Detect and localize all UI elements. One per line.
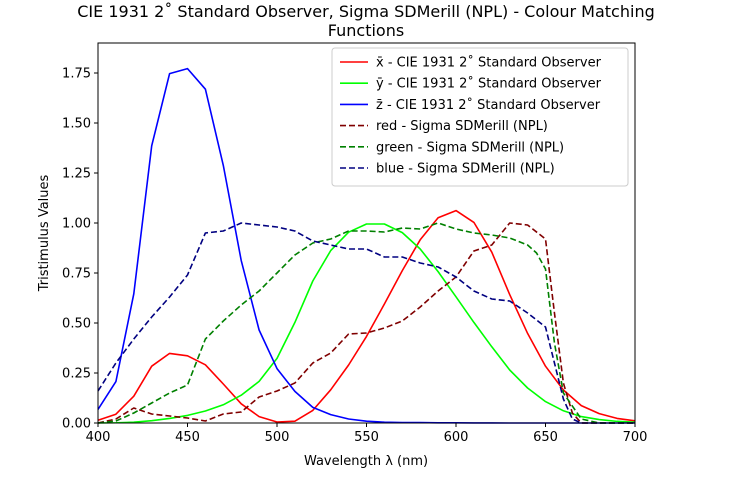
y-tick-label: 1.00 [62,217,91,232]
series-line-3 [97,222,635,424]
x-axis-ticks: 400 450 500 550 600 650 700 [86,423,648,445]
legend-entry-label: ȳ - CIE 1931 2˚ Standard Observer [376,76,602,92]
y-tick-label: 0.25 [62,367,91,382]
x-tick-label: 550 [354,430,379,445]
x-tick-label: 600 [444,430,469,445]
y-tick-label: 1.50 [62,117,91,132]
y-tick-label: 0.00 [62,417,91,432]
y-axis-ticks: 0.00 0.25 0.50 0.75 1.00 1.25 1.50 1.75 [62,67,98,432]
legend: x̄ - CIE 1931 2˚ Standard Observer ȳ - C… [331,47,629,187]
x-tick-label: 650 [533,430,558,445]
legend-box [331,47,629,187]
y-tick-label: 1.75 [62,67,91,82]
chart-title-line-2: Functions [328,21,404,40]
series-layer [97,67,636,424]
series-line-1 [97,223,636,424]
x-tick-label: 400 [86,430,111,445]
legend-entry-label: x̄ - CIE 1931 2˚ Standard Observer [376,55,602,71]
x-tick-label: 450 [175,430,200,445]
chart-title-line-1: CIE 1931 2˚ Standard Observer, Sigma SDM… [77,2,654,21]
y-axis-label: Tristimulus Values [37,174,52,292]
x-tick-label: 700 [623,430,648,445]
legend-entry-label: blue - Sigma SDMerill (NPL) [376,162,555,177]
y-tick-label: 0.75 [62,267,91,282]
x-axis-label: Wavelength λ (nm) [304,454,428,469]
legend-entry-label: z̄ - CIE 1931 2˚ Standard Observer [376,97,601,113]
x-tick-label: 500 [265,430,290,445]
legend-entry-label: red - Sigma SDMerill (NPL) [376,119,548,134]
legend-entry-label: green - Sigma SDMerill (NPL) [376,140,564,155]
series-line-5 [97,222,635,424]
series-line-4 [97,222,635,424]
y-tick-label: 1.25 [62,167,91,182]
y-tick-label: 0.50 [62,317,91,332]
series-line-0 [97,209,636,423]
